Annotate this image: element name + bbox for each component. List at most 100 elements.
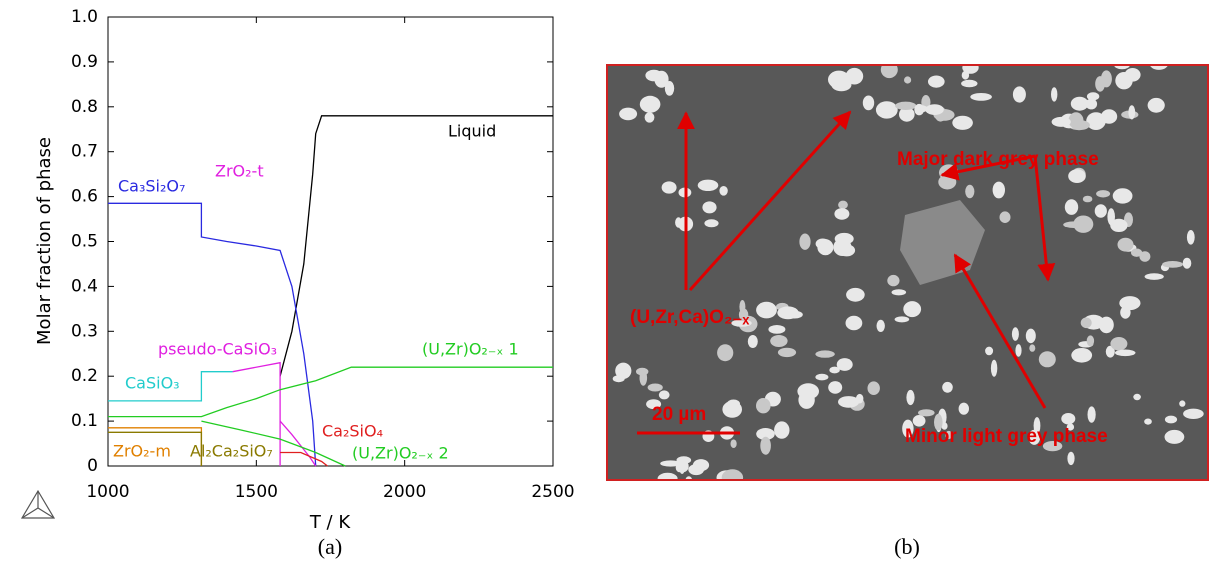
particle [1164, 429, 1185, 444]
particle [756, 428, 775, 440]
particle [722, 401, 742, 418]
particle [928, 75, 945, 88]
series-label: (U,Zr)O₂₋ₓ 1 [422, 340, 519, 359]
particle [1144, 273, 1164, 280]
particle [1124, 68, 1141, 82]
particle [938, 174, 957, 190]
particle [1101, 109, 1118, 124]
particle [615, 362, 632, 379]
particle [1114, 65, 1130, 70]
particle [1110, 337, 1128, 351]
particle [1139, 251, 1151, 262]
particle [834, 232, 854, 245]
particle [730, 439, 737, 449]
particle [906, 389, 915, 406]
particle [965, 184, 975, 199]
particle [702, 201, 717, 214]
particle [836, 358, 853, 371]
particle [647, 383, 663, 392]
particle [777, 306, 799, 320]
particle [1070, 96, 1089, 111]
particle [904, 76, 912, 84]
particle [895, 101, 917, 111]
particle [639, 369, 648, 386]
particle [719, 186, 728, 196]
particle [717, 344, 734, 362]
particle [1114, 349, 1136, 357]
particle [876, 319, 885, 332]
particle [1117, 237, 1134, 252]
particle [998, 65, 1003, 66]
particle [657, 472, 678, 480]
particle [1183, 408, 1204, 419]
particle [894, 316, 910, 323]
y-tick-label: 0 [87, 456, 98, 476]
particle [912, 415, 926, 427]
particle [958, 402, 969, 415]
particle [612, 375, 625, 383]
series-line [108, 371, 233, 402]
y-tick-label: 0.6 [71, 187, 98, 207]
annotation: (U,Zr,Ca)O₂₋ₓ [630, 307, 749, 328]
particle [985, 346, 994, 356]
particle [838, 200, 848, 209]
particle [925, 104, 944, 115]
series-label: Liquid [448, 122, 496, 141]
series-label: ZrO₂-m [113, 442, 171, 461]
series-line [108, 202, 317, 467]
particle [945, 430, 953, 440]
particle [658, 390, 670, 400]
particle [675, 217, 682, 228]
particle [1087, 406, 1096, 423]
series-line [108, 366, 553, 418]
series-label: Al₂Ca₂SiO₇ [190, 442, 273, 461]
particle [1051, 116, 1071, 127]
particle [1085, 98, 1098, 110]
particle [1144, 418, 1152, 425]
particle [747, 335, 758, 348]
series-label: CaSiO₃ [125, 374, 180, 393]
y-tick-label: 0.8 [71, 97, 98, 117]
particle [1064, 199, 1079, 215]
particle [1182, 257, 1192, 269]
x-tick-label: 2000 [383, 482, 426, 502]
particle [990, 359, 998, 377]
y-tick-label: 0.2 [71, 366, 98, 386]
particle [1100, 70, 1112, 88]
particle [1110, 218, 1128, 232]
particle [1133, 393, 1141, 401]
particle [891, 289, 907, 296]
particle [970, 93, 992, 101]
particle [1164, 415, 1178, 424]
particle [676, 456, 692, 464]
particle [828, 381, 843, 394]
particle [731, 319, 752, 327]
particle [619, 107, 638, 121]
particle [1061, 413, 1076, 425]
particle [639, 95, 661, 113]
particle [887, 274, 900, 287]
particle [903, 301, 922, 318]
particle [1068, 112, 1084, 129]
particle [829, 366, 840, 374]
y-axis-label: Molar fraction of phase [34, 137, 55, 345]
series-line [280, 451, 328, 467]
particle [1011, 327, 1019, 341]
particle [688, 464, 705, 476]
particle [697, 179, 719, 191]
y-tick-label: 0.9 [71, 52, 98, 72]
particle [756, 301, 777, 319]
particle [902, 419, 914, 438]
particle [777, 347, 797, 358]
particle [660, 460, 681, 467]
particle [1073, 215, 1094, 233]
particle [1086, 112, 1106, 130]
x-tick-label: 1500 [235, 482, 278, 502]
particle [798, 391, 815, 409]
particle [1105, 345, 1115, 358]
y-tick-label: 0.4 [71, 276, 98, 296]
particle [1038, 351, 1056, 368]
particle [880, 65, 898, 79]
particle [961, 79, 978, 88]
particle [828, 70, 850, 89]
